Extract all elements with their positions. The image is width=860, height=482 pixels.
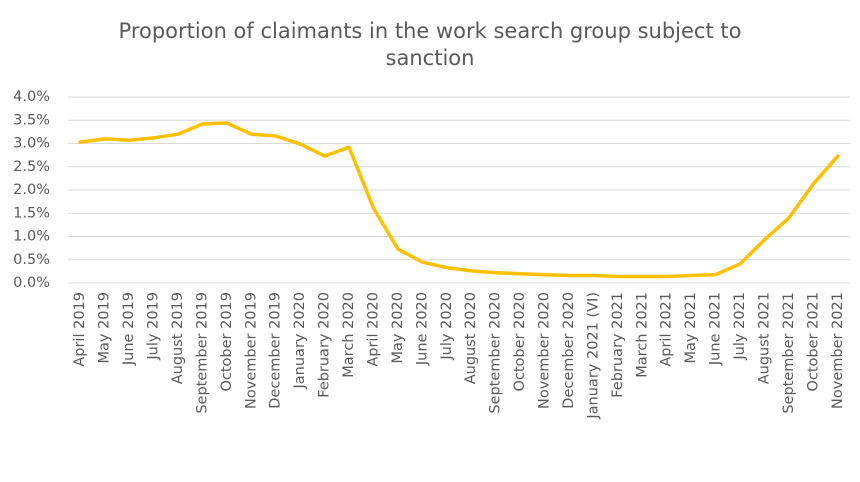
x-tick-label: October 2021 xyxy=(805,292,821,392)
x-tick-label: July 2021 xyxy=(732,292,748,361)
y-tick-label: 1.0% xyxy=(13,229,50,245)
x-tick-label: March 2020 xyxy=(341,292,357,378)
x-tick-label: April 2020 xyxy=(365,292,381,367)
x-tick-label: June 2021 xyxy=(708,292,724,366)
x-tick-label: December 2020 xyxy=(561,292,577,409)
y-tick-label: 0.0% xyxy=(13,275,50,291)
x-tick-label: August 2019 xyxy=(170,292,186,384)
y-tick-label: 0.5% xyxy=(13,252,50,268)
x-tick-label: July 2019 xyxy=(146,292,162,361)
x-tick-label: June 2019 xyxy=(121,292,137,366)
chart-title: Proportion of claimants in the work sear… xyxy=(118,19,742,70)
x-tick-label: October 2020 xyxy=(512,292,528,392)
y-tick-label: 3.5% xyxy=(13,112,50,128)
y-tick-label: 4.0% xyxy=(13,89,50,105)
x-tick-label: May 2021 xyxy=(683,292,699,364)
x-tick-label: August 2021 xyxy=(756,292,772,384)
x-tick-label: May 2019 xyxy=(97,292,113,364)
x-tick-label: July 2020 xyxy=(439,292,455,361)
x-tick-label: November 2019 xyxy=(243,292,259,409)
data-line xyxy=(78,121,840,279)
x-tick-label: January 2021 (VI) xyxy=(585,292,601,420)
y-tick-label: 2.5% xyxy=(13,159,50,175)
x-tick-label: August 2020 xyxy=(463,292,479,384)
x-tick-label: January 2020 xyxy=(292,292,308,389)
y-tick-label: 1.5% xyxy=(13,205,50,221)
x-tick-label: June 2020 xyxy=(414,292,430,366)
x-tick-label: February 2020 xyxy=(317,292,333,398)
x-tick-label: April 2019 xyxy=(72,292,88,367)
x-tick-label: September 2019 xyxy=(194,292,210,414)
x-tick-label: September 2021 xyxy=(781,292,797,414)
y-tick-label: 2.0% xyxy=(13,182,50,198)
x-tick-label: December 2019 xyxy=(268,292,284,409)
x-tick-label: September 2020 xyxy=(488,292,504,414)
x-tick-label: March 2021 xyxy=(634,292,650,378)
x-tick-label: October 2019 xyxy=(219,292,235,392)
x-tick-label: April 2021 xyxy=(659,292,675,367)
x-tick-label: February 2021 xyxy=(610,292,626,398)
x-tick-label: November 2020 xyxy=(537,292,553,409)
x-tick-label: May 2020 xyxy=(390,292,406,364)
x-tick-label: November 2021 xyxy=(830,292,846,409)
y-tick-label: 3.0% xyxy=(13,136,50,152)
